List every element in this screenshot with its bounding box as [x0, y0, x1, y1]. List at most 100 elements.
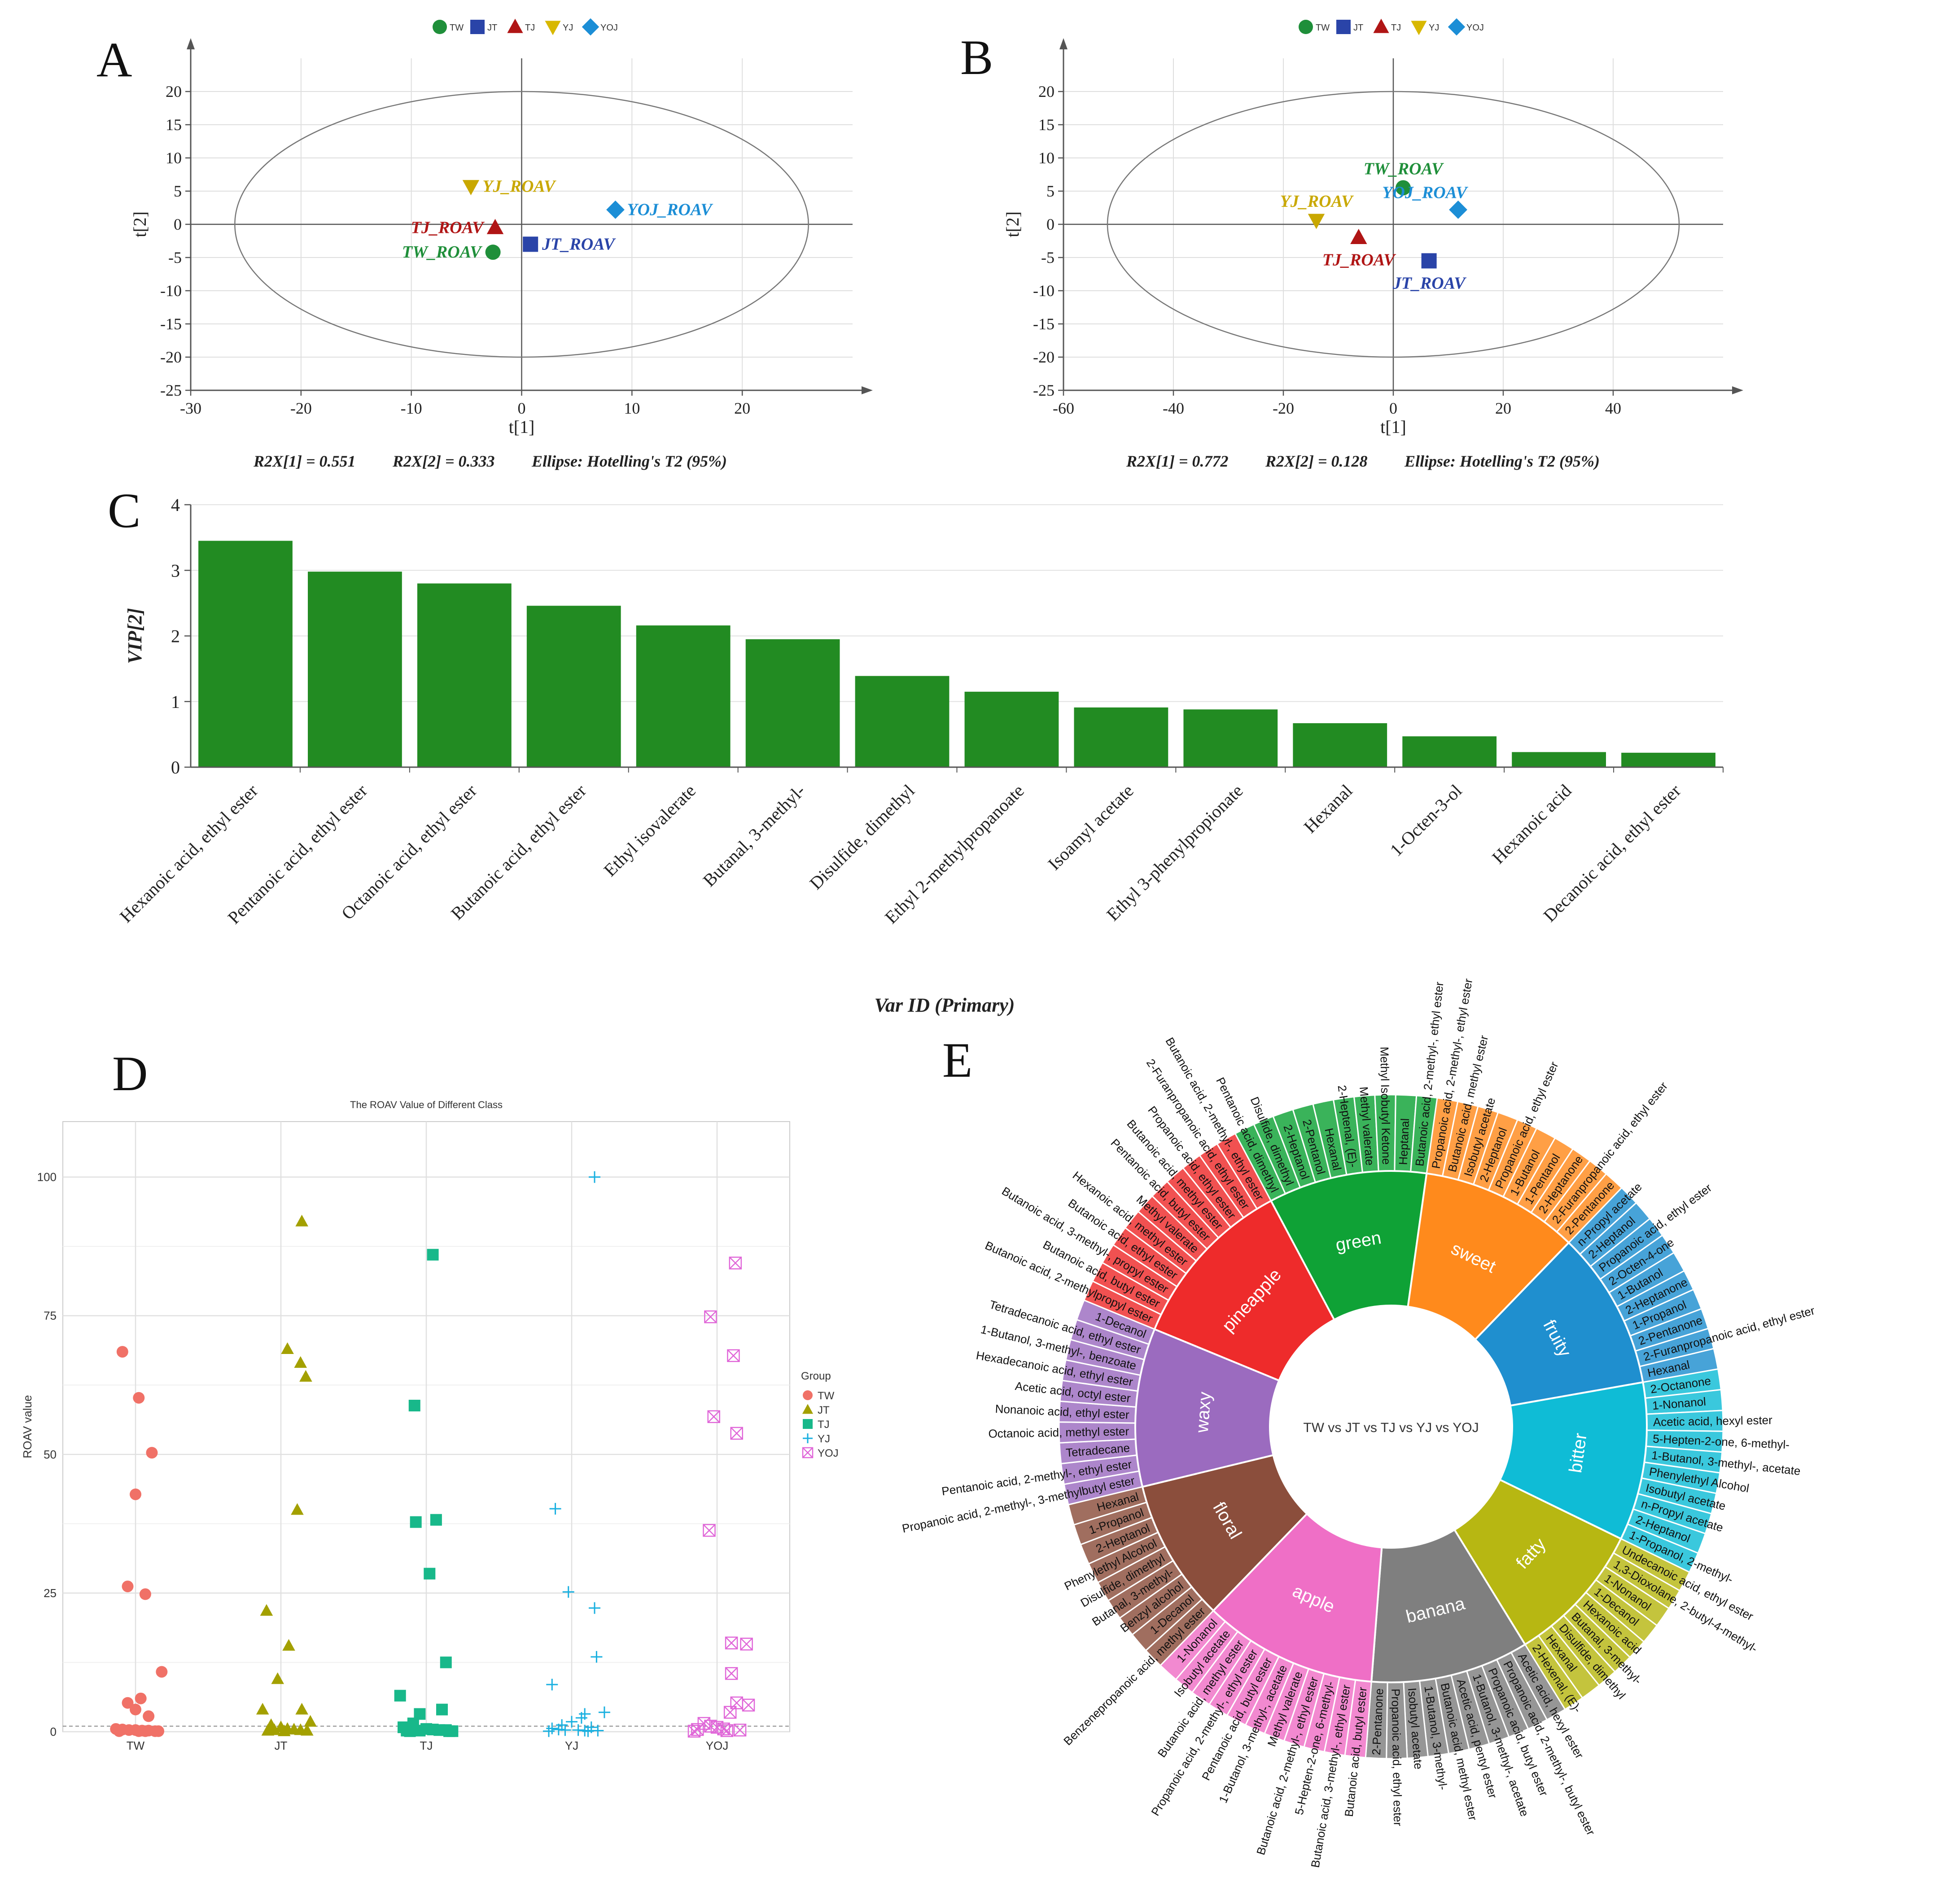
b-legend-marker-tj	[1373, 18, 1389, 33]
d-point-yoj-1	[704, 1310, 717, 1323]
c-xtick-label-10: Hexanal	[1300, 781, 1356, 837]
d-point-yj-4	[591, 1651, 603, 1663]
d-point-yoj-4	[730, 1427, 743, 1440]
c-bar-4	[636, 625, 731, 767]
a-xtick-label-0: -30	[180, 399, 201, 417]
c-ytick-label-0: 0	[171, 757, 180, 777]
a-legend-marker-tj	[507, 18, 523, 33]
d-point-yoj-0	[729, 1257, 742, 1270]
d-point-yoj-1-d2	[704, 1310, 717, 1323]
d-point-tw-4	[122, 1581, 134, 1593]
a-point-tj_roav	[486, 218, 504, 234]
panel-d-grid	[62, 1121, 790, 1733]
panel-a-points: TW_ROAV JT_ROAV TJ_ROAV YJ_ROAV YOJ_ROAV	[402, 177, 713, 262]
d-point-jt-5	[260, 1604, 273, 1616]
b-ytick-label-5: -5	[1041, 249, 1055, 266]
d-point-yoj-17	[733, 1724, 747, 1737]
d-point-tw-10	[143, 1710, 155, 1722]
panel-d-y-label: ROAV value	[21, 1395, 34, 1458]
e-outer-label-banana-8: Propanoic acid, ethyl ester	[1389, 1689, 1405, 1826]
c-bar-0	[198, 541, 293, 767]
d-point-yoj-7-box	[740, 1638, 753, 1651]
c-ytick-label-4: 4	[171, 495, 180, 515]
b-point-label-yj_roav: YJ_ROAV	[1280, 192, 1354, 211]
c-ytick-label-3: 3	[171, 560, 180, 581]
d-point-yoj-3	[707, 1410, 720, 1423]
panel-label-a: A	[96, 32, 132, 87]
d-point-yoj-5	[703, 1524, 716, 1537]
d-legend-marker-yj	[803, 1433, 813, 1443]
panel-a-r2x2: R2X[2] = 0.333	[392, 452, 495, 470]
d-ytick-label-2: 50	[44, 1448, 57, 1461]
b-point-label-tw_roav: TW_ROAV	[1364, 160, 1444, 179]
b-y-arrow	[1059, 38, 1068, 49]
c-xtick-label-5: Butanal, 3-methyl-	[699, 781, 809, 891]
b-legend-label-tj: TJ	[1391, 23, 1401, 33]
d-point-yoj-8	[725, 1667, 738, 1680]
c-xtick-label-8: Isoamyl acetate	[1044, 781, 1138, 874]
d-xtick-label-0: TW	[127, 1739, 145, 1752]
c-bar-3	[526, 606, 621, 767]
d-point-tw-1	[133, 1392, 145, 1404]
d-point-yj-2	[562, 1586, 574, 1598]
d-point-yoj-13-d2	[704, 1720, 717, 1733]
a-ytick-label-7: -15	[160, 315, 182, 333]
d-xtick-label-3: YJ	[565, 1739, 578, 1752]
d-point-yoj-19-d2	[688, 1725, 700, 1738]
d-point-tj-0	[427, 1249, 439, 1261]
d-point-jt-2	[294, 1356, 307, 1368]
d-point-yoj-2	[727, 1349, 740, 1362]
a-ytick-label-1: 15	[166, 116, 182, 134]
a-xtick-label-4: 10	[624, 399, 640, 417]
panel-d-title: The ROAV Value of Different Class	[350, 1099, 503, 1110]
d-point-tw-2	[146, 1447, 158, 1459]
d-point-yoj-6-box	[725, 1636, 738, 1650]
d-legend-marker-yoj-box	[802, 1447, 814, 1459]
a-ytick-label-2: 10	[166, 149, 182, 167]
panel-d-points	[110, 1171, 755, 1738]
d-point-tw-8	[122, 1697, 134, 1709]
b-point-label-tj_roav: TJ_ROAV	[1322, 251, 1396, 270]
d-point-yoj-4-d2	[730, 1427, 743, 1440]
d-ytick-label-1: 25	[44, 1586, 57, 1600]
b-point-label-yoj_roav: YOJ_ROAV	[1382, 183, 1468, 202]
d-point-yoj-2-d2	[727, 1349, 740, 1362]
panel-a-score-plot: TW JT TJ YJ YOJ 20 15 10 5 0 -5 -10 -15 -20 -25-30 -20…	[130, 18, 873, 470]
c-bar-10	[1293, 723, 1387, 767]
d-legend-marker-tj	[803, 1419, 813, 1429]
b-point-yj_roav	[1308, 214, 1325, 229]
a-ytick-label-9: -25	[160, 381, 182, 399]
a-point-yj_roav	[462, 180, 480, 196]
d-ytick-label-4: 100	[37, 1170, 57, 1184]
a-point-label-yoj_roav: YOJ_ROAV	[627, 200, 713, 219]
d-point-tw-21	[139, 1725, 151, 1737]
e-outer-label-green-8: Heptanal	[1396, 1118, 1412, 1165]
d-point-jt-6	[282, 1639, 295, 1651]
d-point-yoj-0-box	[729, 1257, 742, 1270]
b-point-tw_roav	[1396, 180, 1411, 196]
c-bar-1	[308, 572, 402, 767]
panel-a-axes: 20 15 10 5 0 -5 -10 -15 -20 -25-30 -20 -10 0 10 20	[160, 38, 873, 417]
panel-d-legend-title: Group	[801, 1370, 831, 1382]
d-point-tj-3	[410, 1516, 422, 1528]
d-point-yoj-16-d2	[691, 1723, 704, 1736]
b-legend-marker-yoj	[1448, 18, 1466, 36]
d-point-tw-7	[135, 1692, 147, 1704]
a-xtick-label-3: 0	[518, 399, 526, 417]
b-ytick-label-9: -25	[1033, 381, 1055, 399]
d-point-yoj-5-d2	[703, 1524, 716, 1537]
c-bar-6	[855, 676, 949, 767]
d-point-yoj-18	[720, 1724, 734, 1737]
b-xtick-label-5: 40	[1605, 399, 1621, 417]
a-legend-label-tw: TW	[450, 23, 464, 33]
d-legend-marker-yoj	[802, 1447, 814, 1459]
d-point-yoj-8-d2	[725, 1667, 738, 1680]
d-point-yoj-17-box	[733, 1724, 747, 1737]
b-xtick-label-2: -20	[1273, 399, 1294, 417]
d-point-yoj-8-box	[725, 1667, 738, 1680]
b-point-tj_roav	[1350, 229, 1367, 245]
a-xtick-label-1: -20	[290, 399, 312, 417]
panel-b-r2x1: R2X[1] = 0.772	[1126, 452, 1229, 470]
d-point-jt-4	[291, 1503, 304, 1515]
